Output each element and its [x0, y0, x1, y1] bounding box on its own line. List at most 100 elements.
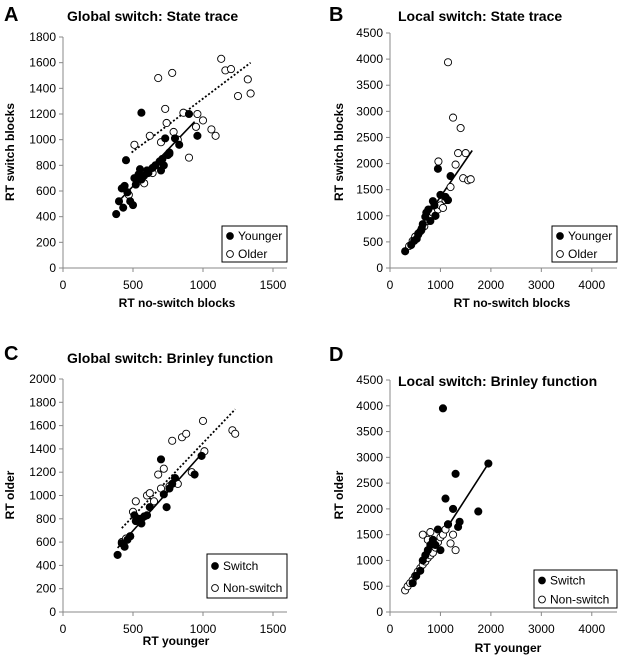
legend-label: Older	[238, 247, 267, 261]
y-tick-label: 4500	[356, 26, 383, 40]
data-point-non-switch	[168, 436, 177, 445]
y-tick-label: 4500	[356, 373, 383, 387]
x-axis-label: RT younger	[475, 641, 542, 655]
data-point-younger	[446, 172, 455, 181]
x-tick-label: 500	[123, 622, 143, 636]
legend-marker-switch	[538, 576, 546, 585]
data-point-older	[443, 58, 453, 67]
data-point-younger	[170, 134, 180, 143]
y-axis-label: RT older	[332, 470, 346, 519]
y-tick-label: 400	[36, 210, 56, 224]
data-point-switch	[145, 503, 154, 512]
y-tick-label: 0	[49, 261, 56, 275]
x-tick-label: 1500	[260, 622, 287, 636]
y-tick-label: 1800	[29, 395, 56, 409]
data-point-younger	[193, 131, 202, 140]
y-tick-label: 200	[36, 582, 56, 596]
data-point-younger	[418, 220, 427, 229]
panel-letter: A	[4, 4, 18, 26]
legend-label: Non-switch	[550, 593, 609, 607]
data-point-younger	[112, 210, 121, 219]
x-tick-label: 0	[387, 622, 394, 636]
data-point-older	[198, 116, 208, 125]
y-tick-label: 800	[36, 512, 56, 526]
data-point-older	[446, 183, 455, 192]
y-tick-label: 600	[36, 535, 56, 549]
data-point-older	[211, 131, 220, 140]
data-point-older	[168, 68, 177, 77]
legend-box	[533, 569, 618, 609]
y-tick-label: 1200	[29, 465, 56, 479]
legend: Younger Older	[221, 225, 288, 263]
data-point-non-switch	[418, 530, 427, 539]
y-tick-label: 3500	[356, 78, 383, 92]
legend: Switch Non-switch	[533, 569, 618, 609]
y-tick-label: 1500	[356, 183, 383, 197]
data-point-switch	[137, 519, 146, 528]
data-point-non-switch	[131, 497, 140, 506]
data-point-switch	[113, 550, 122, 559]
data-point-non-switch	[159, 464, 168, 473]
data-point-younger	[433, 164, 442, 173]
data-point-older	[191, 122, 201, 131]
data-point-non-switch	[198, 416, 208, 425]
panel-d: D Local switch: Brinley function 0 500 1000 1…	[329, 344, 618, 655]
x-tick-label: 3000	[528, 278, 555, 292]
y-tick-label: 2000	[356, 157, 383, 171]
data-point-older	[456, 123, 465, 133]
data-point-older	[454, 149, 463, 158]
data-point-older	[217, 54, 226, 63]
data-point-younger	[123, 188, 132, 197]
data-point-switch	[433, 525, 442, 534]
data-point-younger	[137, 108, 146, 117]
data-point-younger	[175, 140, 184, 149]
data-point-switch	[120, 542, 129, 551]
y-tick-label: 2500	[356, 476, 383, 490]
data-point-non-switch	[449, 530, 458, 539]
y-tick-label: 1400	[29, 81, 56, 95]
data-point-older	[226, 65, 236, 74]
legend-marker-non-switch	[538, 595, 546, 604]
y-tick-label: 200	[36, 235, 56, 249]
data-point-switch	[408, 579, 417, 588]
data-point-younger	[135, 165, 145, 174]
data-point-younger	[128, 201, 138, 210]
y-tick-label: 1000	[356, 209, 383, 223]
chart-title: Local switch: Brinley function	[398, 373, 597, 389]
x-tick-label: 500	[123, 278, 143, 292]
panel-a: A Global switch: State trace 0 200 400 600 800…	[3, 4, 288, 310]
fit-line-switch	[117, 451, 204, 549]
data-point-older	[161, 104, 170, 113]
data-point-switch	[431, 540, 440, 550]
data-point-switch	[436, 546, 445, 555]
data-point-older	[461, 149, 470, 158]
y-tick-label: 1600	[29, 419, 56, 433]
data-point-switch	[416, 566, 425, 575]
data-point-non-switch	[149, 497, 159, 506]
data-point-switch	[162, 503, 171, 512]
data-point-older	[130, 140, 139, 149]
panel-letter: B	[329, 4, 343, 26]
y-axis-label: RT switch blocks	[3, 103, 17, 201]
x-tick-label: 1000	[190, 622, 217, 636]
data-point-switch	[126, 532, 135, 541]
legend: Switch Non-switch	[206, 553, 288, 599]
y-tick-label: 2000	[356, 502, 383, 516]
y-tick-label: 2000	[29, 372, 56, 386]
data-point-older	[434, 157, 443, 166]
legend-marker-younger	[226, 232, 234, 240]
panel-c: C Global switch: Brinley function 0 200 400 6…	[3, 343, 288, 648]
data-point-younger	[144, 168, 153, 178]
data-point-older	[154, 74, 163, 83]
x-axis-label: RT younger	[143, 634, 210, 648]
legend-label: Younger	[568, 229, 612, 243]
legend-box	[206, 553, 288, 599]
x-axis-label: RT no-switch blocks	[454, 296, 571, 310]
y-tick-label: 1500	[356, 528, 383, 542]
y-tick-label: 4000	[356, 399, 383, 413]
x-tick-label: 1500	[260, 278, 287, 292]
panel-b: B Local switch: State trace 0 500 1000 1500 20…	[329, 4, 618, 310]
x-tick-label: 0	[60, 622, 67, 636]
chart-title: Global switch: Brinley function	[67, 350, 273, 366]
